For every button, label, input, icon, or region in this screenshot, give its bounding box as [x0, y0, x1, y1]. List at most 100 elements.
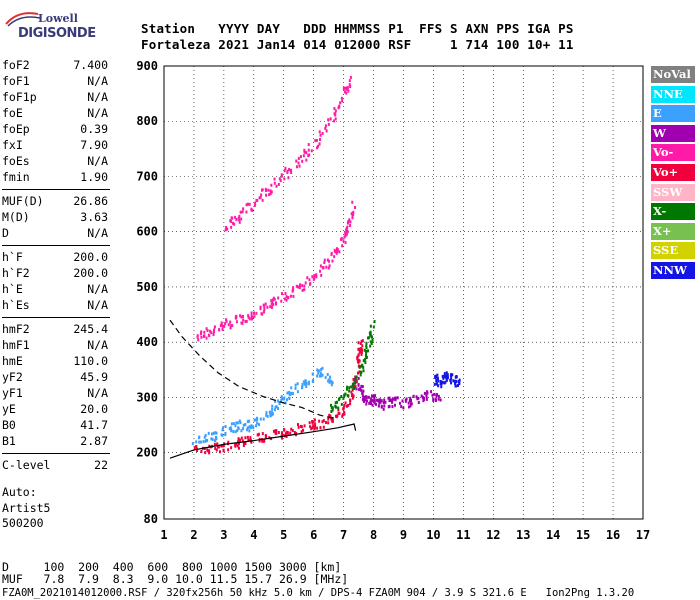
echo-point [275, 405, 278, 409]
echo-point [251, 316, 254, 320]
echo-point [361, 339, 364, 343]
echo-point [451, 373, 454, 377]
echo-point [358, 365, 361, 369]
echo-point [214, 431, 217, 435]
echo-point [388, 399, 391, 403]
echo-point [277, 406, 280, 410]
echo-point [269, 192, 272, 196]
echo-point [200, 449, 203, 453]
echo-point [346, 385, 349, 389]
trace-w-echoes [353, 376, 442, 411]
echo-point [324, 376, 327, 380]
echo-point [388, 404, 391, 408]
param-row: yF2 45.9 [2, 370, 108, 386]
echo-point [290, 386, 293, 390]
echo-point [226, 227, 229, 231]
echo-point [196, 449, 199, 453]
param-label: B0 [2, 418, 16, 432]
echo-point [351, 216, 354, 220]
echo-point [377, 404, 380, 408]
echo-point [318, 419, 321, 423]
echo-point [304, 281, 307, 285]
echo-point [314, 139, 317, 143]
echo-point [345, 232, 348, 236]
echo-point [343, 412, 346, 416]
echo-point [294, 386, 297, 390]
echo-point [450, 381, 453, 385]
echo-point [314, 424, 317, 428]
echo-point [364, 361, 367, 365]
param-row: foF2 7.400 [2, 58, 108, 74]
echo-point [263, 439, 266, 443]
footer-distance: D 100 200 400 600 800 1000 1500 3000 [km… [2, 560, 342, 574]
muf-curve [169, 319, 335, 420]
echo-point [248, 419, 251, 423]
param-value: N/A [87, 338, 108, 352]
param-row: h`F 200.0 [2, 250, 108, 266]
echo-point [264, 302, 267, 306]
echo-point [327, 266, 330, 270]
echo-point [333, 255, 336, 259]
echo-point [230, 429, 233, 433]
echo-point [236, 444, 239, 448]
echo-point [430, 390, 433, 394]
x-tick-label: 3 [220, 528, 227, 542]
echo-point [248, 317, 251, 321]
echo-point [241, 321, 244, 325]
echo-point [398, 401, 401, 405]
param-label: h`F2 [2, 266, 30, 280]
echo-point [250, 424, 253, 428]
param-value: 200.0 [73, 266, 108, 280]
param-label: yE [2, 402, 16, 416]
echo-point [232, 430, 235, 434]
echo-point [295, 159, 298, 163]
param-label: foF1 [2, 74, 30, 88]
echo-point [437, 397, 440, 401]
echo-point [278, 402, 281, 406]
echo-point [219, 324, 222, 328]
echo-point [295, 284, 298, 288]
echo-point [426, 391, 429, 395]
echo-point [198, 440, 201, 444]
legend-item-x-: X- [651, 203, 695, 221]
echo-point [345, 87, 348, 91]
echo-point [227, 440, 230, 444]
echo-point [320, 368, 323, 372]
legend-item-x-: X+ [651, 222, 695, 240]
x-tick-label: 9 [400, 528, 407, 542]
echo-point [316, 368, 319, 372]
param-label: h`F [2, 250, 23, 264]
chart-curves [169, 319, 357, 459]
param-row: hmF2 245.4 [2, 322, 108, 338]
echo-point [237, 442, 240, 446]
echo-point [370, 394, 373, 398]
echo-point [235, 218, 238, 222]
echo-point [286, 169, 289, 173]
echo-point [272, 303, 275, 307]
echo-point [198, 435, 201, 439]
echo-point [308, 278, 311, 282]
param-value: 245.4 [73, 322, 108, 336]
echo-point [425, 395, 428, 399]
echo-point [258, 423, 261, 427]
echo-point [273, 297, 276, 301]
echo-point [302, 380, 305, 384]
echo-point [367, 336, 370, 340]
echo-point [260, 193, 263, 197]
echo-point [287, 176, 290, 180]
echo-point [358, 387, 361, 391]
echo-point [205, 336, 208, 340]
echo-point [341, 244, 344, 248]
echo-point [357, 383, 360, 387]
echo-point [265, 193, 268, 197]
echo-point [227, 323, 230, 327]
echo-point [230, 446, 233, 450]
echo-point [445, 374, 448, 378]
echo-point [343, 90, 346, 94]
echo-point [362, 369, 365, 373]
echo-point [290, 392, 293, 396]
echo-point [262, 310, 265, 314]
echo-point [307, 143, 310, 147]
echo-point [349, 75, 352, 79]
echo-point [383, 404, 386, 408]
